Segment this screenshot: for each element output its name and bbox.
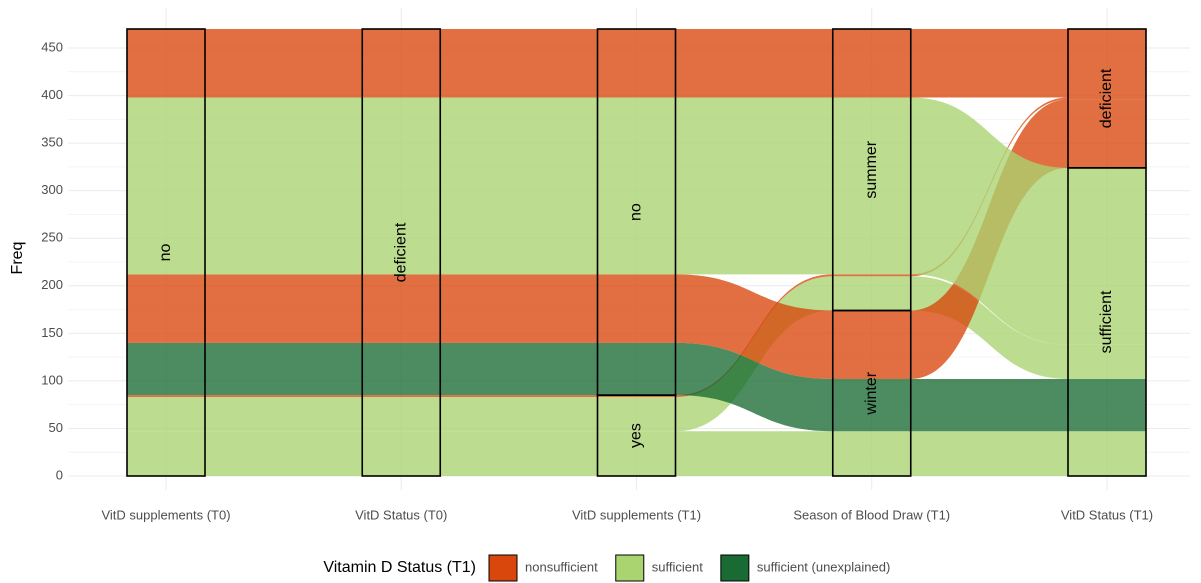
y-tick-label: 100 xyxy=(41,372,63,387)
stratum-label: sufficient xyxy=(1098,290,1115,353)
stratum-label: deficient xyxy=(1098,68,1115,128)
legend-label: sufficient xyxy=(652,559,703,574)
stratum-label: no xyxy=(628,203,645,221)
y-tick-label: 450 xyxy=(41,39,63,54)
legend-swatch xyxy=(720,554,750,582)
flow xyxy=(127,29,1146,98)
stratum-box xyxy=(361,28,442,477)
y-tick-label: 400 xyxy=(41,87,63,102)
y-tick-label: 50 xyxy=(49,420,63,435)
stratum-label: summer xyxy=(863,140,880,198)
stratum-label: no xyxy=(157,244,174,262)
y-tick-label: 300 xyxy=(41,182,63,197)
x-tick-label: Season of Blood Draw (T1) xyxy=(793,507,950,522)
y-tick-label: 250 xyxy=(41,230,63,245)
y-axis-label: Freq xyxy=(9,242,26,275)
stratum-box xyxy=(126,28,206,477)
x-tick-label: VitD supplements (T0) xyxy=(101,507,230,522)
y-tick-label: 350 xyxy=(41,135,63,150)
flow xyxy=(127,276,1146,432)
stratum-box xyxy=(1067,28,1147,169)
flow xyxy=(127,431,1146,476)
flows xyxy=(127,29,1146,476)
x-tick-label: VitD supplements (T1) xyxy=(572,507,701,522)
legend-swatch xyxy=(488,554,518,582)
stratum-box xyxy=(596,28,677,396)
stratum-box xyxy=(831,28,912,312)
y-tick-label: 150 xyxy=(41,325,63,340)
x-tick-label: VitD Status (T0) xyxy=(355,507,447,522)
stratum-label: yes xyxy=(628,423,645,448)
flow xyxy=(127,99,1146,379)
stratum-label: winter xyxy=(863,371,880,415)
legend-label: nonsufficient xyxy=(525,559,598,574)
y-tick-label: 0 xyxy=(56,467,63,482)
legend-label: sufficient (unexplained) xyxy=(757,559,890,574)
strata: no deficient yes no winter summer sufficient de… xyxy=(126,28,1147,477)
flow xyxy=(127,97,1146,345)
legend-title: Vitamin D Status (T1) xyxy=(323,559,476,576)
legend-swatch xyxy=(615,554,645,582)
flow xyxy=(127,342,1146,432)
y-tick-label: 200 xyxy=(41,277,63,292)
stratum-label: deficient xyxy=(392,222,409,282)
x-tick-label: VitD Status (T1) xyxy=(1061,507,1153,522)
